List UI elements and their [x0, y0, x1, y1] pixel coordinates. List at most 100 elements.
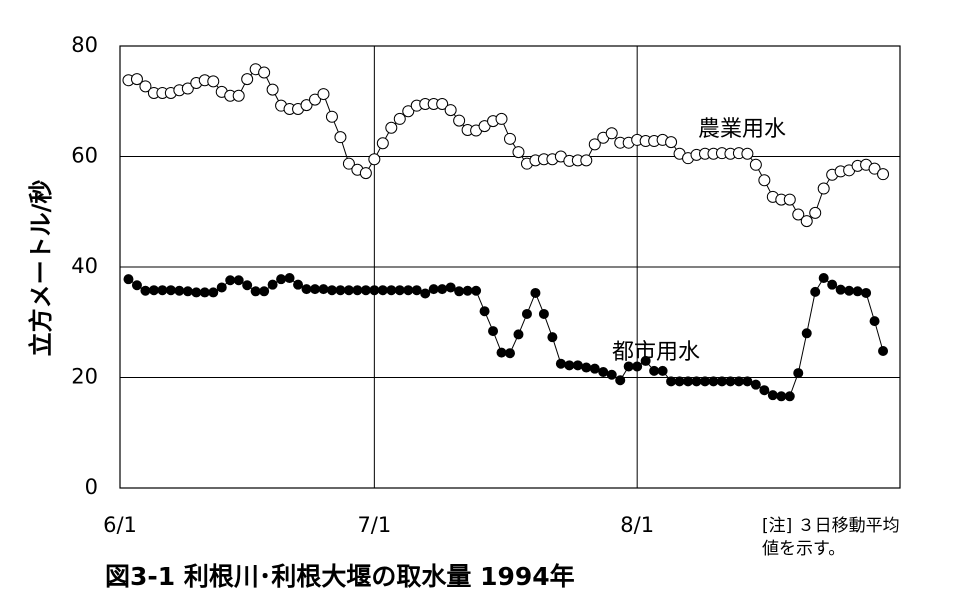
note: 値を示す。	[762, 539, 845, 559]
data-point	[368, 153, 381, 166]
data-point	[325, 110, 338, 123]
data-point	[131, 280, 142, 291]
x-tick-label: 7/1	[357, 513, 391, 537]
data-point	[615, 375, 626, 386]
data-point	[521, 308, 532, 319]
data-point	[326, 285, 337, 296]
data-point	[123, 274, 134, 285]
data-point	[208, 287, 219, 298]
data-point	[877, 168, 890, 181]
data-point	[276, 274, 287, 285]
data-point	[376, 137, 389, 150]
data-point	[444, 104, 457, 117]
data-point	[225, 275, 236, 286]
data-point	[385, 121, 398, 134]
data-point	[259, 286, 270, 297]
data-point	[716, 376, 727, 387]
data-point	[393, 112, 406, 125]
data-point	[334, 131, 347, 144]
data-point	[402, 105, 415, 118]
data-point	[759, 385, 770, 396]
data-point	[310, 284, 320, 295]
data-point	[674, 376, 685, 387]
data-point	[783, 193, 796, 206]
data-point	[725, 376, 736, 387]
data-point	[436, 98, 449, 111]
data-point	[148, 285, 159, 296]
data-point	[250, 286, 261, 297]
data-point	[360, 285, 371, 296]
data-point	[800, 215, 813, 228]
data-point	[232, 89, 245, 102]
data-point	[547, 332, 558, 343]
data-point	[199, 287, 210, 298]
data-point	[342, 157, 355, 170]
x-tick-label: 8/1	[620, 513, 654, 537]
data-point	[749, 158, 762, 171]
data-point	[792, 208, 805, 221]
data-point	[352, 285, 363, 296]
data-point	[335, 285, 346, 296]
series-label: 農業用水	[698, 117, 786, 142]
data-point	[359, 167, 372, 180]
data-point	[216, 282, 227, 293]
series-label: 都市用水	[612, 340, 700, 365]
data-point	[181, 82, 194, 95]
data-point	[454, 286, 465, 297]
data-point	[309, 93, 321, 106]
y-tick-label: 40	[71, 254, 98, 278]
x-tick-label: 6/1	[103, 513, 137, 537]
data-point	[691, 376, 702, 387]
plot-border	[119, 45, 901, 489]
data-point	[708, 376, 719, 387]
chart-title: 図3-1 利根川･利根大堰の取水量 1994年	[105, 562, 575, 591]
data-point	[437, 284, 448, 295]
y-axis-label: 立方メートル/秒	[27, 180, 55, 357]
data-point	[191, 287, 202, 298]
data-point	[140, 285, 151, 296]
data-point	[844, 285, 855, 296]
data-point	[369, 285, 380, 296]
data-point	[174, 285, 185, 296]
data-point	[394, 285, 405, 296]
y-tick-label: 20	[71, 365, 98, 389]
data-point	[835, 284, 846, 295]
data-point	[267, 279, 278, 290]
data-point	[606, 369, 617, 380]
data-point	[580, 154, 593, 167]
data-point	[241, 73, 254, 86]
data-point	[817, 182, 830, 195]
data-point	[632, 361, 643, 372]
data-point	[598, 366, 609, 377]
data-point	[741, 147, 754, 160]
series-line	[128, 277, 884, 397]
data-point	[665, 136, 678, 149]
data-point	[513, 329, 524, 340]
data-point	[742, 376, 753, 387]
data-point	[284, 273, 295, 284]
data-point	[827, 279, 838, 290]
data-point	[157, 285, 168, 296]
data-point	[403, 285, 414, 296]
y-tick-label: 60	[71, 144, 98, 168]
data-point	[207, 75, 220, 88]
data-point	[182, 286, 193, 297]
data-point	[512, 146, 525, 159]
data-point	[589, 363, 600, 374]
data-point	[233, 275, 244, 286]
data-point	[666, 376, 677, 387]
data-point	[640, 355, 651, 366]
data-point	[317, 88, 330, 101]
data-point	[555, 358, 566, 369]
data-point	[130, 73, 143, 86]
data-point	[801, 328, 812, 339]
data-point	[258, 66, 271, 79]
data-point	[377, 285, 388, 296]
data-point	[818, 273, 829, 284]
data-point	[810, 286, 821, 297]
data-point	[343, 285, 354, 296]
data-point	[793, 368, 804, 379]
data-point	[479, 306, 490, 317]
data-point	[683, 376, 694, 387]
